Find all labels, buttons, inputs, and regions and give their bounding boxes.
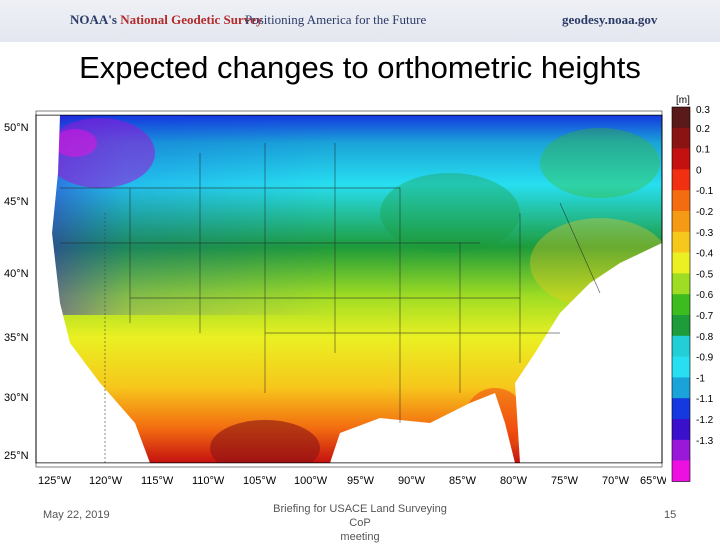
colorbar-swatch bbox=[672, 231, 690, 253]
lon-label-100w: 100°W bbox=[294, 475, 328, 487]
colorbar-swatch bbox=[672, 127, 690, 149]
colorbar-swatch bbox=[672, 107, 690, 129]
colorbar-swatch bbox=[672, 315, 690, 337]
lon-label-90w: 90°W bbox=[398, 475, 426, 487]
colorbar-tick-label: 0 bbox=[696, 165, 702, 176]
website-url: geodesy.noaa.gov bbox=[562, 12, 658, 27]
lat-label-40n: 40°N bbox=[4, 268, 29, 280]
footer-date: May 22, 2019 bbox=[43, 509, 110, 521]
lon-label-65w: 65°W bbox=[640, 475, 666, 487]
colorbar-swatch bbox=[672, 190, 690, 212]
slide-title: Expected changes to orthometric heights bbox=[79, 50, 641, 85]
colorbar-swatch bbox=[672, 460, 690, 482]
colorbar-tick-label: -0.7 bbox=[696, 311, 714, 322]
lon-label-120w: 120°W bbox=[89, 475, 123, 487]
colorbar-tick-label: -1.2 bbox=[696, 415, 714, 426]
lat-label-35n: 35°N bbox=[4, 332, 29, 344]
lon-label-95w: 95°W bbox=[347, 475, 375, 487]
lon-label-75w: 75°W bbox=[551, 475, 579, 487]
lat-label-25n: 25°N bbox=[4, 450, 29, 462]
lon-label-70w: 70°W bbox=[602, 475, 630, 487]
lon-label-115w: 115°W bbox=[141, 475, 174, 487]
colorbar-swatch bbox=[672, 419, 690, 441]
colorbar-swatch bbox=[672, 335, 690, 357]
colorbar-swatch bbox=[672, 169, 690, 191]
lon-label-105w: 105°W bbox=[243, 475, 277, 487]
colorbar-swatch bbox=[672, 377, 690, 399]
colorbar-tick-label: -0.9 bbox=[696, 353, 714, 364]
colorbar-tick-label: -0.3 bbox=[696, 228, 714, 239]
colorbar-tick-label: -1 bbox=[696, 373, 705, 384]
lon-label-85w: 85°W bbox=[449, 475, 477, 487]
colorbar-tick-label: 0.1 bbox=[696, 145, 710, 156]
colorbar-unit: [m] bbox=[676, 95, 690, 106]
colorbar-tick-label: -0.8 bbox=[696, 332, 714, 343]
colorbar-tick-label: -0.4 bbox=[696, 249, 714, 260]
colorbar-swatch bbox=[672, 252, 690, 274]
tagline: Positioning America for the Future bbox=[245, 12, 427, 27]
colorbar-swatch bbox=[672, 273, 690, 295]
colorbar-tick-label: -0.1 bbox=[696, 186, 714, 197]
lon-label-110w: 110°W bbox=[192, 475, 225, 487]
colorbar-swatch bbox=[672, 356, 690, 378]
lon-label-125w: 125°W bbox=[38, 475, 72, 487]
colorbar-tick-label: -1.3 bbox=[696, 436, 714, 447]
colorbar-tick-label: 0.2 bbox=[696, 124, 710, 135]
lon-label-80w: 80°W bbox=[500, 475, 528, 487]
colorbar-swatch bbox=[672, 294, 690, 316]
lat-label-45n: 45°N bbox=[4, 196, 29, 208]
colorbar-swatch bbox=[672, 439, 690, 461]
colorbar-tick-label: -0.5 bbox=[696, 269, 714, 280]
org-name: NOAA's National Geodetic Survey bbox=[70, 12, 263, 27]
header-banner: NOAA's National Geodetic Survey Position… bbox=[0, 0, 720, 42]
lat-label-30n: 30°N bbox=[4, 392, 29, 404]
colorbar-tick-label: -0.6 bbox=[696, 290, 714, 301]
colorbar-tick-label: -0.2 bbox=[696, 207, 714, 218]
colorbar-swatch bbox=[672, 148, 690, 170]
colorbar: [m] 0.3 0.2 0.1 0 -0.1 -0.2 -0.3 -0.4 -0.5 -0.6 -0… bbox=[671, 95, 714, 482]
height-change-map: 50°N 45°N 40°N 35°N 30°N 25°N 125°W 120°… bbox=[4, 110, 666, 487]
lat-label-50n: 50°N bbox=[4, 122, 29, 134]
colorbar-tick-label: -1.1 bbox=[696, 394, 714, 405]
colorbar-tick-label: 0.3 bbox=[696, 105, 710, 116]
page-number: 15 bbox=[664, 509, 677, 521]
colorbar-swatch bbox=[672, 398, 690, 420]
footer-title: Briefing for USACE Land Surveying CoP me… bbox=[273, 503, 447, 543]
colorbar-swatch bbox=[672, 211, 690, 233]
